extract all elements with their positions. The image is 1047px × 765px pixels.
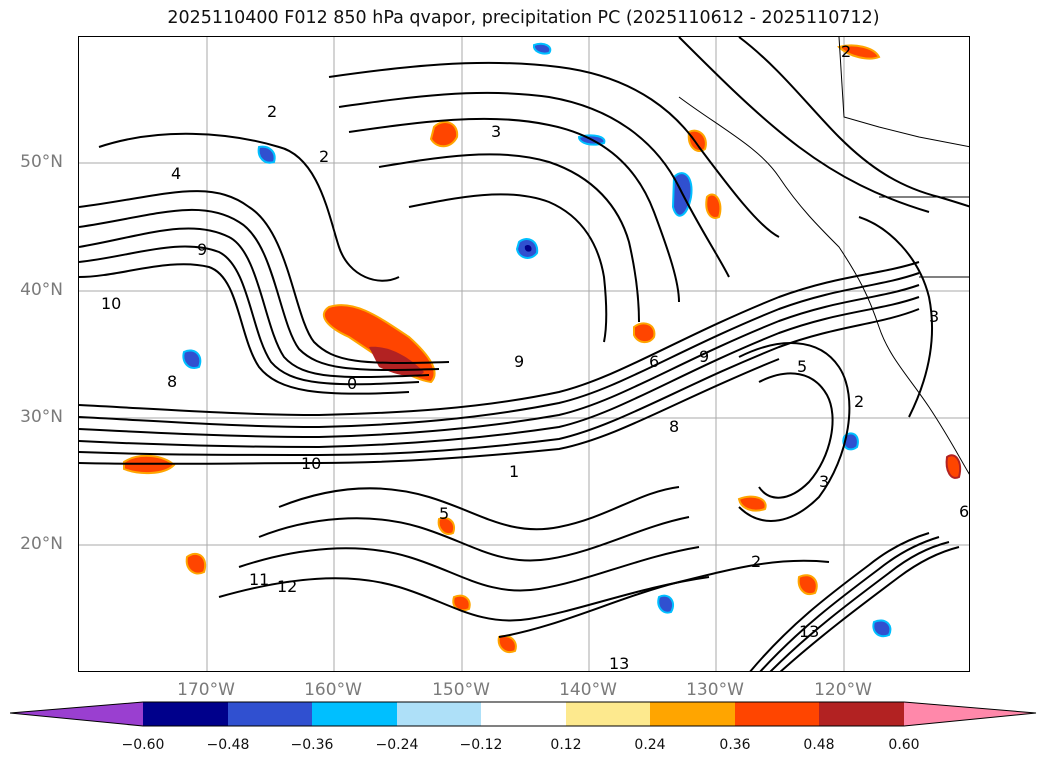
colorbar-tick: −0.48 xyxy=(206,737,250,753)
contour-label: 4 xyxy=(171,164,181,183)
contour-label: 10 xyxy=(301,454,321,473)
lat-label-20n: 20°N xyxy=(20,534,63,554)
contour-label: 2 xyxy=(319,147,329,166)
contour-label: 8 xyxy=(167,372,177,391)
contour-label: 6 xyxy=(649,352,659,371)
lon-label-140w: 140°W xyxy=(559,680,617,700)
colorbar-tick: −0.12 xyxy=(459,737,503,753)
lon-label-150w: 150°W xyxy=(432,680,490,700)
colorbar-segment xyxy=(904,702,1036,726)
map-panel: 2 3 2 4 9 10 0 8 9 2 1 6 9 5 3 2 8 10 12… xyxy=(78,36,970,672)
map-svg: 2 3 2 4 9 10 0 8 9 2 1 6 9 5 3 2 8 10 12… xyxy=(79,37,969,672)
contour-label: 3 xyxy=(929,307,939,326)
contour-label: 12 xyxy=(277,577,297,596)
contour-label: 6 xyxy=(959,502,969,521)
contour-label: 0 xyxy=(347,374,357,393)
colorbar-segment xyxy=(481,702,566,726)
contour-label: 10 xyxy=(101,294,121,313)
contour-label: 2 xyxy=(267,102,277,121)
colorbar-tick: 0.36 xyxy=(719,737,751,753)
colorbar-tick: 0.24 xyxy=(634,737,666,753)
colorbar-tick: 0.12 xyxy=(550,737,582,753)
contour-label: 5 xyxy=(439,504,449,523)
colorbar-segment xyxy=(735,702,819,726)
contour-label: 3 xyxy=(491,122,501,141)
colorbar xyxy=(10,701,1037,727)
lon-label-160w: 160°W xyxy=(304,680,362,700)
contour-label: 13 xyxy=(799,622,819,641)
lon-label-170w: 170°W xyxy=(177,680,235,700)
lat-label-30n: 30°N xyxy=(20,407,63,427)
colorbar-tick: −0.36 xyxy=(290,737,334,753)
contour-label: 1 xyxy=(509,462,519,481)
contour-label: 9 xyxy=(699,347,709,366)
contour-label: 5 xyxy=(797,357,807,376)
colorbar-tick: 0.60 xyxy=(888,737,920,753)
lon-label-130w: 130°W xyxy=(686,680,744,700)
colorbar-segment xyxy=(397,702,481,726)
colorbar-segment xyxy=(566,702,650,726)
colorbar-segment xyxy=(819,702,904,726)
lon-label-120w: 120°W xyxy=(814,680,872,700)
colorbar-segment xyxy=(228,702,312,726)
colorbar-tick: 0.48 xyxy=(803,737,835,753)
contour-label: 9 xyxy=(197,240,207,259)
contour-label: 2 xyxy=(751,552,761,571)
gridlines xyxy=(79,37,969,671)
contour-label: 13 xyxy=(609,654,629,672)
contour-label: 11 xyxy=(249,570,269,589)
colorbar-tick: −0.60 xyxy=(121,737,165,753)
contour-label: 2 xyxy=(854,392,864,411)
qvapor-contours xyxy=(79,37,969,671)
colorbar-segment xyxy=(650,702,735,726)
map-title: 2025110400 F012 850 hPa qvapor, precipit… xyxy=(167,8,880,28)
contour-label: 9 xyxy=(514,352,524,371)
lat-label-50n: 50°N xyxy=(20,152,63,172)
coastline xyxy=(678,37,969,475)
colorbar-segment xyxy=(312,702,397,726)
colorbar-tick: −0.24 xyxy=(375,737,419,753)
contour-label: 8 xyxy=(669,417,679,436)
contour-labels: 2 3 2 4 9 10 0 8 9 2 1 6 9 5 3 2 8 10 12… xyxy=(101,42,969,672)
colorbar-segment xyxy=(10,702,143,726)
colorbar-segment xyxy=(143,702,228,726)
contour-label: 3 xyxy=(819,472,829,491)
lat-label-40n: 40°N xyxy=(20,280,63,300)
contour-label: 2 xyxy=(841,42,851,61)
